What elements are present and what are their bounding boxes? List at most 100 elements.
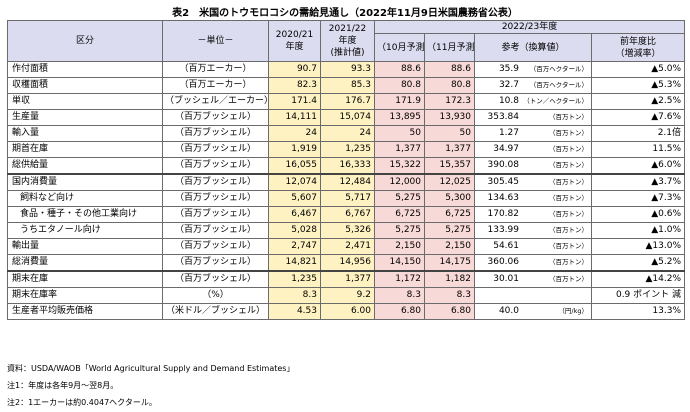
row-yoy: ▲7.6% xyxy=(590,109,686,126)
row-2020: 1,235 xyxy=(268,270,321,288)
row-2021: 2,471 xyxy=(320,238,375,255)
row-yoy: 11.5% xyxy=(590,141,686,158)
ref-unit: （百万トン） xyxy=(549,210,588,218)
row-unit: （米ドル／ブッシェル） xyxy=(162,303,269,320)
ref-value: 34.97 xyxy=(493,144,519,154)
row-ref: 134.63 （百万トン） xyxy=(474,190,592,207)
row-unit: （百万ブッシェル） xyxy=(162,222,269,239)
row-ref: 1.27 （百万トン） xyxy=(474,125,592,142)
row-nov: 88.6 xyxy=(424,61,475,78)
row-nov: 172.3 xyxy=(424,93,475,110)
row-2020: 8.3 xyxy=(268,287,321,304)
row-2020: 6,467 xyxy=(268,206,321,223)
ref-unit: （百万ヘクタール） xyxy=(529,81,588,89)
row-2020: 14,821 xyxy=(268,254,321,272)
row-item: 期末在庫率 xyxy=(7,287,163,304)
header-2020: 2020/21 年度 xyxy=(268,20,321,62)
row-ref: 32.7 （百万ヘクタール） xyxy=(474,77,592,94)
header-unit: －単位－ xyxy=(162,20,269,62)
row-2021: 9.2 xyxy=(320,287,375,304)
row-ref: 54.61 （百万トン） xyxy=(474,238,592,255)
row-ref: 35.9 （百万ヘクタール） xyxy=(474,61,592,78)
row-oct: 13,895 xyxy=(374,109,425,126)
row-yoy: ▲5.3% xyxy=(590,77,686,94)
row-nov: 6,725 xyxy=(424,206,475,223)
row-oct: 5,275 xyxy=(374,222,425,239)
ref-value: 30.01 xyxy=(493,274,519,284)
row-oct: 171.9 xyxy=(374,93,425,110)
row-nov: 15,357 xyxy=(424,157,475,175)
ref-unit: （百万ヘクタール） xyxy=(529,65,588,73)
row-unit: （百万エーカー） xyxy=(162,61,269,78)
row-yoy: ▲5.2% xyxy=(590,254,686,272)
row-2020: 82.3 xyxy=(268,77,321,94)
row-yoy: 13.3% xyxy=(590,303,686,320)
row-ref: 170.82 （百万トン） xyxy=(474,206,592,223)
ref-value: 10.8 xyxy=(498,96,519,106)
row-nov: 2,150 xyxy=(424,238,475,255)
row-nov: 5,300 xyxy=(424,190,475,207)
table-row: 生産者平均販売価格 （米ドル／ブッシェル） 4.53 6.00 6.80 6.80 40.0… xyxy=(7,303,686,320)
row-item: 単収 xyxy=(7,93,163,110)
row-oct: 12,000 xyxy=(374,173,425,191)
row-2020: 5,607 xyxy=(268,190,321,207)
ref-unit: （百万トン） xyxy=(549,161,588,169)
row-2020: 1,919 xyxy=(268,141,321,158)
row-item: 期首在庫 xyxy=(7,141,163,158)
row-item: 生産者平均販売価格 xyxy=(7,303,163,320)
table-row: 食品・種子・その他工業向け （百万ブッシェル） 6,467 6,767 6,725 6,7… xyxy=(7,206,686,223)
row-item: 食品・種子・その他工業向け xyxy=(7,206,163,223)
ref-value: 35.9 xyxy=(498,64,519,74)
row-2021: 24 xyxy=(320,125,375,142)
row-2020: 171.4 xyxy=(268,93,321,110)
row-oct: 80.8 xyxy=(374,77,425,94)
source-note: 資料：USDA/WAOB「World Agricultural Supply a… xyxy=(7,364,295,373)
ref-unit: （百万トン） xyxy=(549,113,588,121)
row-2021: 6,767 xyxy=(320,206,375,223)
row-2021: 1,377 xyxy=(320,270,375,288)
ref-value: 1.27 xyxy=(498,128,519,138)
row-yoy: ▲1.0% xyxy=(590,222,686,239)
ref-value: 170.82 xyxy=(487,209,520,219)
row-ref xyxy=(474,287,592,304)
header-ref: 参考（換算値） xyxy=(474,33,592,62)
row-oct: 2,150 xyxy=(374,238,425,255)
header-oct: （10月予測） xyxy=(374,33,425,62)
row-unit: （百万ブッシェル） xyxy=(162,206,269,223)
row-item: 期末在庫 xyxy=(7,270,163,288)
row-ref: 34.97 （百万トン） xyxy=(474,141,592,158)
row-unit: （百万エーカー） xyxy=(162,77,269,94)
row-oct: 1,172 xyxy=(374,270,425,288)
row-oct: 50 xyxy=(374,125,425,142)
row-oct: 5,275 xyxy=(374,190,425,207)
ref-unit: （百万トン） xyxy=(549,145,588,153)
row-yoy: ▲2.5% xyxy=(590,93,686,110)
row-nov: 80.8 xyxy=(424,77,475,94)
row-yoy: ▲5.0% xyxy=(590,61,686,78)
table-row: 飼料など向け （百万ブッシェル） 5,607 5,717 5,275 5,300 134.6… xyxy=(7,190,686,207)
row-yoy: 2.1倍 xyxy=(590,125,686,142)
table-row: 国内消費量 （百万ブッシェル） 12,074 12,484 12,000 12,025 30… xyxy=(7,173,686,191)
row-nov: 12,025 xyxy=(424,173,475,191)
row-oct: 1,377 xyxy=(374,141,425,158)
row-nov: 6.80 xyxy=(424,303,475,320)
row-item: 輸入量 xyxy=(7,125,163,142)
row-item: 総消費量 xyxy=(7,254,163,272)
row-oct: 6,725 xyxy=(374,206,425,223)
table-row: 収穫面積 （百万エーカー） 82.3 85.3 80.8 80.8 32.7 （百万ヘクタール… xyxy=(7,77,686,94)
ref-value: 133.99 xyxy=(487,225,520,235)
row-oct: 14,150 xyxy=(374,254,425,272)
row-nov: 50 xyxy=(424,125,475,142)
row-2021: 176.7 xyxy=(320,93,375,110)
note-1: 注1：年度は各年9月～翌8月。 xyxy=(7,381,119,390)
table-row: 輸入量 （百万ブッシェル） 24 24 50 50 1.27 （百万トン） 2.1倍 xyxy=(7,125,686,142)
row-2020: 14,111 xyxy=(268,109,321,126)
row-ref: 360.06 （百万トン） xyxy=(474,254,592,272)
table-row: 輸出量 （百万ブッシェル） 2,747 2,471 2,150 2,150 54.61 （百万… xyxy=(7,238,686,255)
row-yoy: ▲0.6% xyxy=(590,206,686,223)
row-2021: 15,074 xyxy=(320,109,375,126)
ref-unit: （トン／ヘクタール） xyxy=(523,97,588,105)
ref-unit: （円/kg） xyxy=(558,307,588,315)
row-yoy: ▲6.0% xyxy=(590,157,686,175)
row-2020: 2,747 xyxy=(268,238,321,255)
